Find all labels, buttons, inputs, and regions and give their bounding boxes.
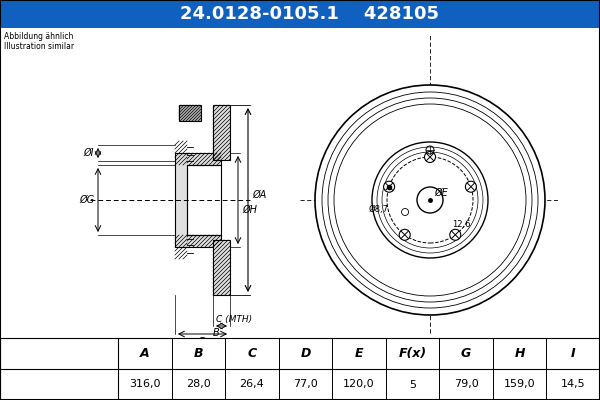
Text: ØG: ØG [79, 195, 94, 205]
Text: ØI: ØI [83, 148, 94, 158]
Text: A: A [140, 347, 149, 360]
Circle shape [383, 181, 395, 192]
Circle shape [372, 142, 488, 258]
Circle shape [25, 348, 35, 358]
Text: Ø8,7: Ø8,7 [369, 205, 389, 214]
Text: 14,5: 14,5 [561, 380, 586, 390]
Circle shape [466, 181, 476, 192]
Text: 159,0: 159,0 [504, 380, 535, 390]
Circle shape [425, 152, 436, 162]
Text: D: D [199, 337, 206, 347]
Circle shape [69, 376, 87, 394]
Circle shape [334, 104, 526, 296]
Circle shape [17, 340, 43, 366]
Text: B: B [213, 328, 220, 338]
Text: ØA: ØA [252, 190, 266, 200]
Text: I: I [571, 347, 575, 360]
Polygon shape [213, 240, 230, 295]
Text: 28,0: 28,0 [186, 380, 211, 390]
Circle shape [16, 370, 44, 398]
Bar [0, 338, 600, 400]
Text: ØE: ØE [434, 188, 448, 198]
Text: 12,6: 12,6 [452, 220, 470, 229]
Text: F(x): F(x) [398, 347, 427, 360]
Circle shape [382, 152, 478, 248]
Text: Illustration similar: Illustration similar [4, 42, 74, 51]
Text: D: D [300, 347, 311, 360]
Text: 120,0: 120,0 [343, 380, 375, 390]
Text: B: B [194, 347, 203, 360]
Text: G: G [461, 347, 471, 360]
Circle shape [417, 187, 443, 213]
Text: 5: 5 [409, 380, 416, 390]
Text: 77,0: 77,0 [293, 380, 318, 390]
Circle shape [399, 229, 410, 240]
Circle shape [328, 98, 532, 302]
Polygon shape [213, 105, 230, 160]
Polygon shape [175, 153, 221, 247]
Text: ØH: ØH [242, 205, 257, 215]
Text: Abbildung ähnlich: Abbildung ähnlich [4, 32, 73, 41]
Circle shape [26, 380, 34, 388]
Circle shape [322, 92, 538, 308]
Polygon shape [179, 105, 201, 121]
Text: H: H [514, 347, 525, 360]
Circle shape [450, 229, 461, 240]
Text: E: E [355, 347, 363, 360]
Circle shape [377, 147, 483, 253]
Text: 26,4: 26,4 [239, 380, 264, 390]
Text: C (MTH): C (MTH) [216, 315, 252, 324]
Text: 24.0128-0105.1    428105: 24.0128-0105.1 428105 [181, 5, 439, 23]
Text: F: F [415, 144, 422, 156]
Text: C: C [247, 347, 256, 360]
Text: 316,0: 316,0 [129, 380, 161, 390]
Bar [0, 0, 600, 28]
Text: 79,0: 79,0 [454, 380, 478, 390]
Circle shape [315, 85, 545, 315]
